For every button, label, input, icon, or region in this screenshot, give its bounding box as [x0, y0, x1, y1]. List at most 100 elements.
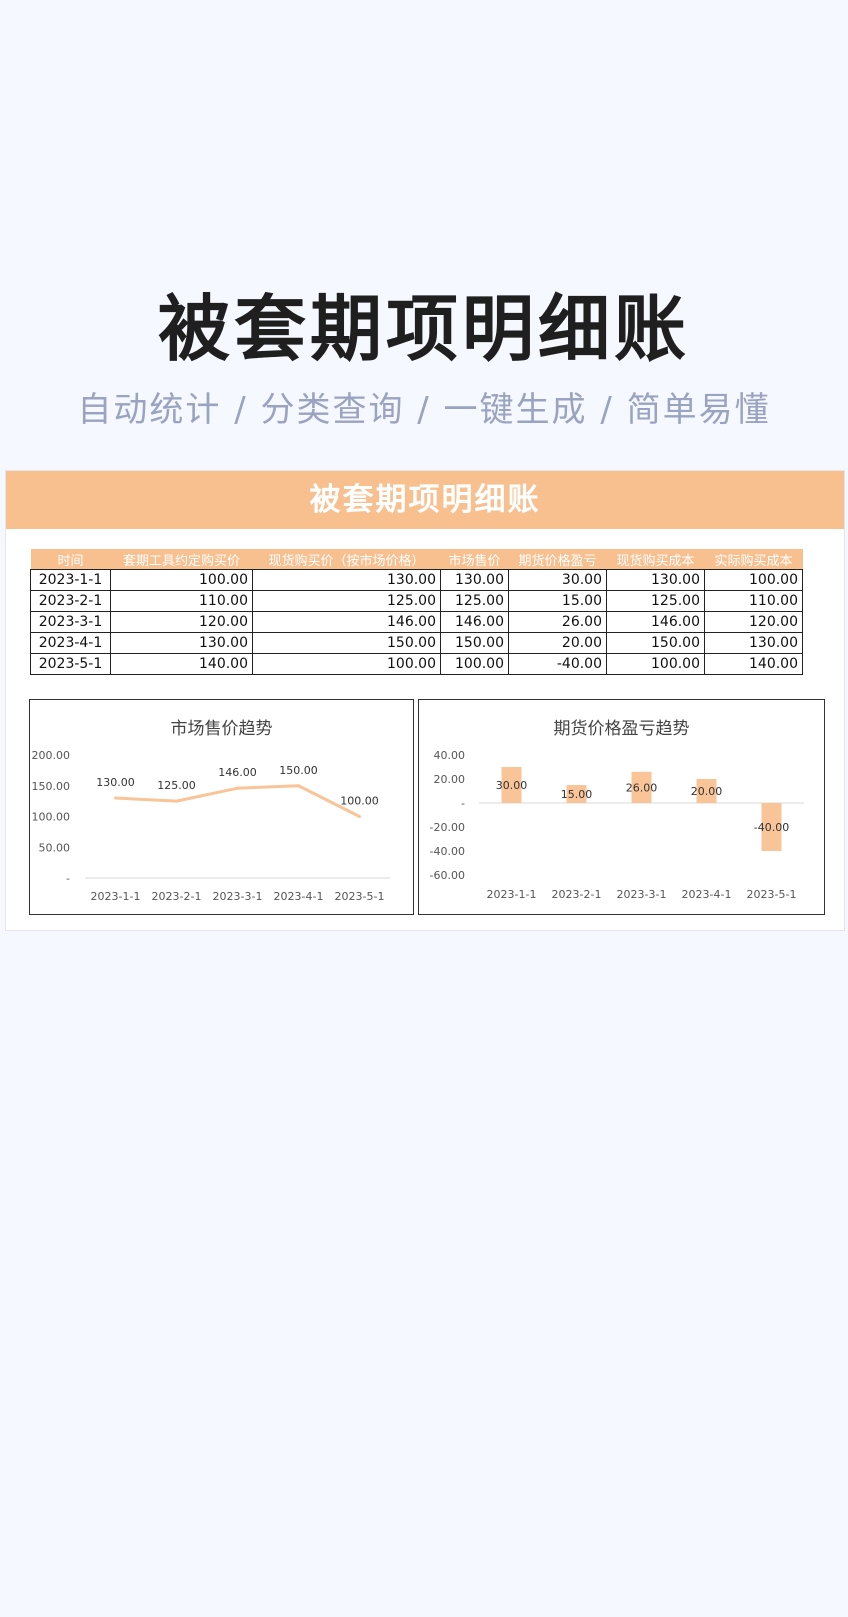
table-cell[interactable]: 100.00	[440, 653, 509, 675]
table-cell[interactable]: 150.00	[252, 632, 441, 654]
y-tick-label: -60.00	[430, 869, 465, 882]
table-cell[interactable]: 125.00	[606, 590, 705, 612]
data-label: 30.00	[496, 779, 528, 792]
sheet-banner-title: 被套期项明细账	[6, 471, 844, 529]
x-tick-label: 2023-5-1	[747, 888, 797, 901]
data-label: 15.00	[561, 788, 593, 801]
page-title: 被套期项明细账	[157, 287, 690, 371]
table-cell[interactable]: 140.00	[110, 653, 253, 675]
table-row: 2023-1-1 100.00 130.00 130.00 30.00 130.…	[30, 569, 803, 591]
line-chart-canvas: 200.00 150.00 100.00 50.00 - 2023-1-1 2023-2-1…	[32, 749, 390, 903]
data-point	[358, 815, 361, 818]
table-row: 2023-5-1 140.00 100.00 100.00 -40.00 100…	[30, 653, 803, 675]
table-cell[interactable]: -40.00	[508, 653, 607, 675]
data-point	[114, 796, 117, 800]
ledger-table: 时间 套期工具约定购买价 现货购买价（按市场价格） 市场售价 期货价格盈亏 现货…	[30, 549, 803, 675]
table-cell[interactable]: 130.00	[606, 569, 705, 591]
table-row: 2023-4-1 130.00 150.00 150.00 20.00 150.…	[30, 632, 803, 654]
chart-title: 市场售价趋势	[170, 719, 273, 739]
table-cell[interactable]: 2023-5-1	[30, 653, 111, 675]
table-cell[interactable]: 100.00	[252, 653, 441, 675]
y-tick-label: 200.00	[32, 749, 71, 762]
column-header: 现货购买成本	[606, 549, 705, 570]
column-header: 期货价格盈亏	[508, 549, 607, 570]
data-label: 130.00	[96, 776, 135, 789]
data-point	[175, 799, 178, 803]
table-cell[interactable]: 100.00	[606, 653, 705, 675]
x-tick-label: 2023-3-1	[617, 888, 667, 901]
data-point	[236, 786, 239, 790]
data-point	[297, 784, 300, 788]
column-header: 时间	[30, 549, 111, 570]
data-label: 150.00	[279, 764, 318, 777]
bar	[631, 771, 652, 803]
bar	[761, 803, 782, 851]
table-cell[interactable]: 15.00	[508, 590, 607, 612]
bar	[501, 767, 522, 803]
y-tick-label: 50.00	[39, 841, 71, 854]
table-cell[interactable]: 130.00	[252, 569, 441, 591]
x-tick-label: 2023-3-1	[213, 890, 263, 903]
ledger-sheet: 被套期项明细账 时间 套期工具约定购买价 现货购买价（按市场价格） 市场售价 期…	[5, 470, 845, 931]
futures-pnl-chart: 期货价格盈亏趋势 40.00 20.00 - -20.00 -40.00 -60.00 30…	[418, 699, 825, 915]
data-label: -40.00	[754, 821, 789, 834]
table-cell[interactable]: 2023-3-1	[30, 611, 111, 633]
bar	[566, 785, 587, 803]
y-tick-label: -20.00	[430, 821, 465, 834]
table-cell[interactable]: 130.00	[110, 632, 253, 654]
x-tick-label: 2023-1-1	[91, 890, 141, 903]
table-cell[interactable]: 125.00	[252, 590, 441, 612]
table-cell[interactable]: 150.00	[440, 632, 509, 654]
table-cell[interactable]: 110.00	[704, 590, 803, 612]
column-header: 市场售价	[440, 549, 509, 570]
table-cell[interactable]: 146.00	[440, 611, 509, 633]
table-cell[interactable]: 120.00	[704, 611, 803, 633]
table-cell[interactable]: 2023-4-1	[30, 632, 111, 654]
x-tick-label: 2023-4-1	[274, 890, 324, 903]
series-line	[115, 784, 361, 818]
table-cell[interactable]: 20.00	[508, 632, 607, 654]
table-cell[interactable]: 2023-2-1	[30, 590, 111, 612]
table-cell[interactable]: 146.00	[252, 611, 441, 633]
market-price-chart: 市场售价趋势 200.00 150.00 100.00 50.00-2023-1-1 2…	[29, 699, 414, 915]
table-cell[interactable]: 125.00	[440, 590, 509, 612]
table-cell[interactable]: 130.00	[704, 632, 803, 654]
x-tick-label: 2023-2-1	[552, 888, 602, 901]
x-tick-label: 2023-5-1	[335, 890, 385, 903]
y-tick-label: -	[66, 872, 70, 885]
data-label: 20.00	[691, 785, 723, 798]
table-cell[interactable]: 130.00	[440, 569, 509, 591]
data-label: 100.00	[340, 795, 379, 808]
table-cell[interactable]: 150.00	[606, 632, 705, 654]
data-label: 146.00	[218, 766, 257, 779]
table-cell[interactable]: 110.00	[110, 590, 253, 612]
table-cell[interactable]: 26.00	[508, 611, 607, 633]
x-tick-label: 2023-4-1	[682, 888, 732, 901]
bar-chart-canvas: 40.00 20.00 - -20.00 -40.00 -60.00 30.00 15.00 2…	[430, 749, 804, 901]
table-cell[interactable]: 100.00	[110, 569, 253, 591]
table-row: 2023-3-1 120.00 146.00 146.00 26.00 146.…	[30, 611, 803, 633]
data-label: 26.00	[626, 781, 658, 794]
y-tick-label: -40.00	[430, 845, 465, 858]
page-subtitle: 自动统计 / 分类查询 / 一键生成 / 简单易懂	[77, 390, 771, 430]
table-cell[interactable]: 100.00	[704, 569, 803, 591]
chart-title: 期货价格盈亏趋势	[553, 719, 690, 739]
y-tick-label: 40.00	[434, 749, 466, 762]
data-label: 125.00	[157, 779, 196, 792]
column-header: 套期工具约定购买价	[110, 549, 253, 570]
y-tick-label: 100.00	[32, 811, 71, 824]
table-cell[interactable]: 146.00	[606, 611, 705, 633]
column-header: 实际购买成本	[704, 549, 803, 570]
table-header-row: 时间 套期工具约定购买价 现货购买价（按市场价格） 市场售价 期货价格盈亏 现货…	[30, 549, 803, 570]
table-cell[interactable]: 140.00	[704, 653, 803, 675]
table-cell[interactable]: 30.00	[508, 569, 607, 591]
y-tick-label: 20.00	[434, 773, 466, 786]
y-tick-label: 150.00	[32, 780, 71, 793]
x-tick-label: 2023-1-1	[487, 888, 537, 901]
x-tick-label: 2023-2-1	[152, 890, 202, 903]
y-tick-label: -	[461, 797, 465, 810]
table-row: 2023-2-1 110.00 125.00 125.00 15.00 125.…	[30, 590, 803, 612]
table-cell[interactable]: 120.00	[110, 611, 253, 633]
column-header: 现货购买价（按市场价格）	[252, 549, 441, 570]
table-cell[interactable]: 2023-1-1	[30, 569, 111, 591]
